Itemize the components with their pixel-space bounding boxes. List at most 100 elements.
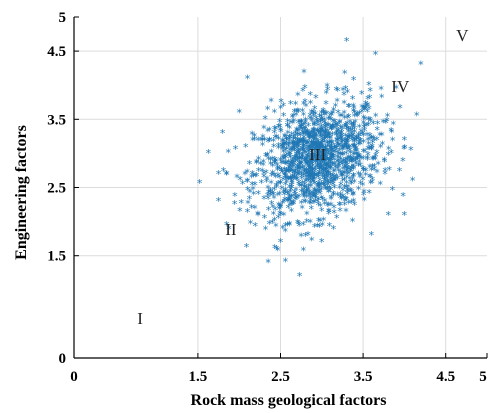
scatter-point: * — [357, 122, 363, 135]
scatter-point: * — [323, 145, 329, 158]
scatter-point: * — [259, 166, 265, 179]
scatter-point: * — [284, 173, 290, 186]
scatter-point: * — [322, 173, 328, 186]
scatter-point: * — [277, 200, 283, 213]
scatter-point: * — [284, 165, 290, 178]
scatter-point: * — [367, 162, 373, 175]
scatter-point: * — [317, 180, 323, 193]
scatter-point: * — [324, 177, 330, 190]
scatter-point: * — [325, 172, 331, 185]
scatter-point: * — [337, 205, 343, 218]
scatter-point: * — [311, 110, 317, 123]
scatter-point: * — [265, 103, 271, 116]
scatter-point: * — [311, 125, 317, 138]
scatter-point: * — [294, 141, 300, 154]
y-axis-label: Engineering factors — [13, 125, 30, 260]
scatter-point: * — [293, 184, 299, 197]
scatter-point: * — [317, 152, 323, 165]
scatter-point: * — [305, 152, 311, 165]
scatter-point: * — [272, 106, 278, 119]
scatter-point: * — [287, 191, 293, 204]
scatter-point: * — [324, 184, 330, 197]
scatter-point: * — [343, 142, 349, 155]
scatter-point: * — [344, 35, 350, 48]
scatter-point: * — [299, 153, 305, 166]
scatter-point: * — [340, 144, 346, 157]
scatter-point: * — [336, 165, 342, 178]
scatter-point: * — [307, 189, 313, 202]
scatter-point: * — [344, 177, 350, 190]
scatter-point: * — [331, 223, 337, 236]
scatter-point: * — [324, 81, 330, 94]
scatter-point: * — [321, 127, 327, 140]
scatter-point: * — [285, 165, 291, 178]
scatter-point: * — [247, 193, 253, 206]
scatter-point: * — [318, 115, 324, 128]
scatter-point: * — [308, 198, 314, 211]
scatter-point: * — [311, 120, 317, 133]
scatter-point: * — [290, 143, 296, 156]
scatter-point: * — [286, 156, 292, 169]
scatter-point: * — [308, 178, 314, 191]
scatter-point: * — [317, 163, 323, 176]
scatter-point: * — [321, 179, 327, 192]
scatter-point: * — [350, 189, 356, 202]
scatter-point: * — [281, 153, 287, 166]
scatter-point: * — [391, 118, 397, 131]
scatter-point: * — [343, 120, 349, 133]
scatter-point: * — [369, 141, 375, 154]
scatter-point: * — [290, 154, 296, 167]
scatter-point: * — [316, 150, 322, 163]
scatter-point: * — [334, 143, 340, 156]
scatter-point: * — [336, 199, 342, 212]
scatter-point: * — [366, 114, 372, 127]
scatter-point: * — [312, 186, 318, 199]
scatter-point: * — [345, 188, 351, 201]
scatter-point: * — [273, 123, 279, 136]
scatter-point: * — [290, 112, 296, 125]
scatter-point: * — [365, 100, 371, 113]
scatter-point: * — [306, 175, 312, 188]
scatter-point: * — [345, 182, 351, 195]
scatter-point: * — [325, 159, 331, 172]
scatter-point: * — [351, 101, 357, 114]
scatter-point: * — [323, 127, 329, 140]
scatter-point: * — [270, 168, 276, 181]
scatter-point: * — [291, 167, 297, 180]
scatter-point: * — [324, 146, 330, 159]
scatter-point: * — [319, 136, 325, 149]
scatter-point: * — [366, 103, 372, 116]
x-tick-label: 3.5 — [354, 369, 373, 385]
scatter-point: * — [297, 121, 303, 134]
scatter-point: * — [305, 130, 311, 143]
scatter-point: * — [285, 187, 291, 200]
scatter-point: * — [312, 174, 318, 187]
scatter-point: * — [274, 182, 280, 195]
scatter-point: * — [340, 148, 346, 161]
scatter-point: * — [374, 124, 380, 137]
scatter-point: * — [296, 163, 302, 176]
scatter-point: * — [310, 131, 316, 144]
scatter-point: * — [306, 130, 312, 143]
scatter-point: * — [344, 132, 350, 145]
scatter-point: * — [301, 129, 307, 142]
scatter-point: * — [272, 127, 278, 140]
scatter-point: * — [221, 165, 227, 178]
scatter-point: * — [288, 117, 294, 130]
scatter-point: * — [344, 194, 350, 207]
scatter-point: * — [281, 100, 287, 113]
scatter-point: * — [302, 166, 308, 179]
scatter-point: * — [321, 215, 327, 228]
scatter-point: * — [359, 106, 365, 119]
scatter-point: * — [320, 152, 326, 165]
scatter-point: * — [352, 140, 358, 153]
data-points: **** ****** *********************** *******… — [197, 35, 424, 283]
scatter-point: * — [276, 172, 282, 185]
scatter-point: * — [325, 133, 331, 146]
scatter-point: * — [295, 105, 301, 118]
scatter-point: * — [279, 167, 285, 180]
scatter-point: * — [301, 162, 307, 175]
scatter-point: * — [329, 158, 335, 171]
scatter-point: * — [298, 153, 304, 166]
scatter-point: * — [349, 153, 355, 166]
